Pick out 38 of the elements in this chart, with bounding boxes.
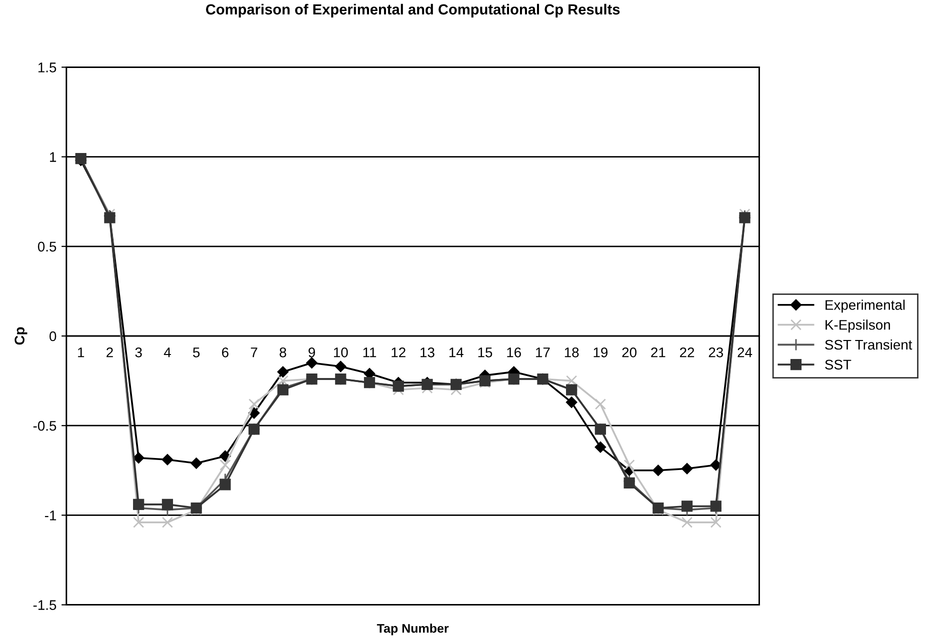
- y-tick-label: -0.5: [33, 420, 56, 431]
- x-tick-label: 7: [250, 348, 258, 358]
- x-tick-label: 5: [193, 348, 200, 358]
- x-tick-label: 22: [680, 347, 694, 358]
- x-tick-label: 6: [222, 347, 228, 358]
- chart-title: Comparison of Experimental and Computational Cp Results: [206, 4, 620, 18]
- x-tick-label: 1: [78, 348, 84, 358]
- x-tick-label: 10: [334, 347, 348, 358]
- x-tick-label: 14: [449, 348, 464, 358]
- x-tick-label: 4: [164, 348, 171, 358]
- x-tick-label: 23: [708, 347, 724, 358]
- x-tick-label: 12: [392, 347, 406, 358]
- y-tick-label: -1.5: [33, 600, 56, 610]
- x-tick-label: 2: [106, 347, 113, 358]
- legend-label: SST: [825, 360, 852, 370]
- x-tick-label: 3: [135, 347, 142, 358]
- x-tick-label: 15: [478, 348, 492, 358]
- legend-label: SST Transient: [825, 339, 912, 350]
- x-tick-label: 20: [622, 347, 636, 358]
- x-tick-label: 16: [507, 347, 521, 358]
- legend-label: Experimental: [826, 300, 905, 313]
- x-tick-label: 24: [738, 347, 752, 358]
- x-tick-label: 8: [280, 347, 286, 358]
- x-tick-label: 21: [651, 347, 666, 358]
- x-tick-label: 19: [594, 347, 608, 358]
- y-tick-label: 0.5: [38, 242, 56, 252]
- y-tick-label: 1: [50, 152, 56, 162]
- y-tick-label: 0: [50, 331, 56, 342]
- x-tick-label: 17: [536, 348, 550, 358]
- y-axis-title: Cp: [14, 327, 28, 345]
- x-axis-title: Tap Number: [376, 624, 449, 636]
- legend-label: K-Epsilson: [826, 320, 890, 333]
- x-tick-label: 11: [363, 348, 376, 358]
- x-tick-label: 13: [420, 347, 434, 358]
- x-tick-label: 18: [564, 347, 579, 358]
- y-tick-label: 1.5: [38, 62, 56, 72]
- x-tick-label: 9: [308, 347, 315, 358]
- y-tick-label: -1: [44, 510, 56, 520]
